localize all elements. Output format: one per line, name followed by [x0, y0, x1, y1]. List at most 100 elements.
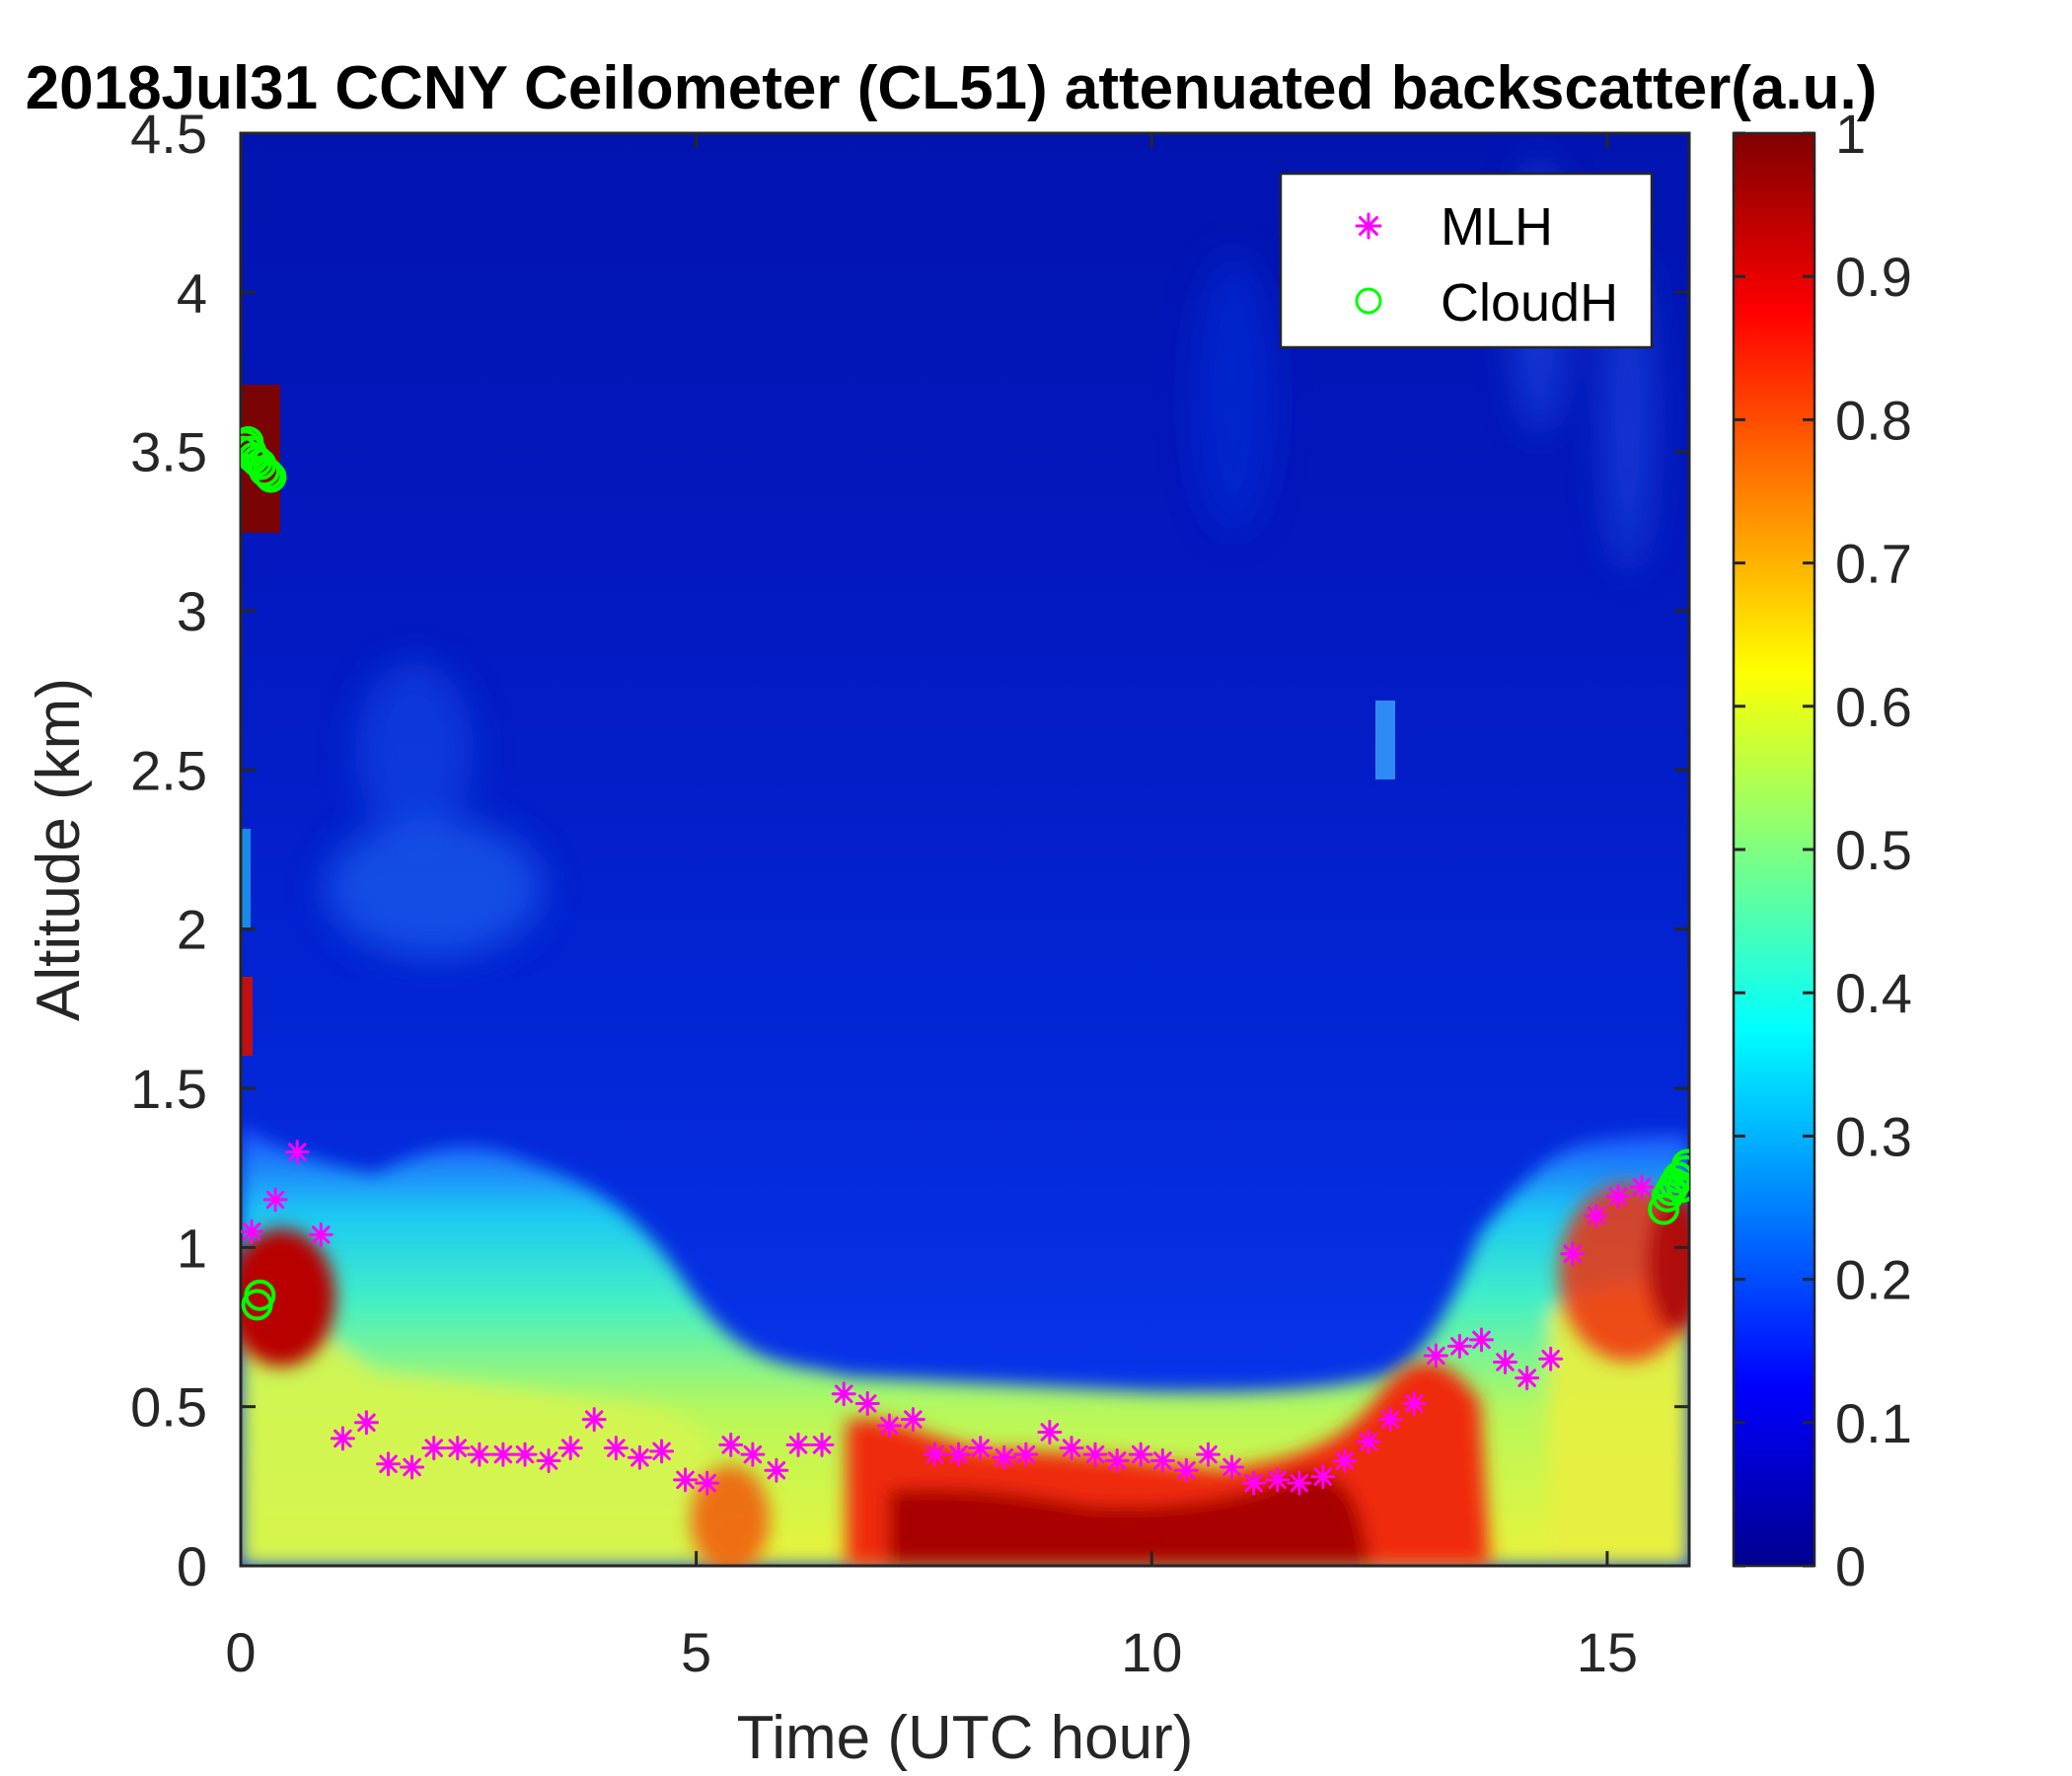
legend-cloudh-marker: [1355, 287, 1382, 315]
cloudh-point: [1648, 1193, 1680, 1225]
mlh-point: [1538, 1346, 1564, 1371]
cloudh-point: [1671, 1148, 1689, 1181]
y-tick-label: 1.5: [130, 1058, 207, 1120]
legend-mlh-label: MLH: [1441, 197, 1553, 257]
mlh-series: [241, 1140, 1655, 1496]
y-tick-label: 2: [177, 899, 207, 961]
colorbar-tick-label: 0.2: [1835, 1249, 1912, 1311]
mlh-point: [376, 1451, 402, 1477]
mlh-point: [673, 1467, 699, 1493]
mlh-point: [400, 1454, 425, 1480]
mlh-point: [1515, 1366, 1540, 1391]
mlh-point: [992, 1444, 1017, 1470]
mlh-point: [467, 1442, 492, 1467]
mlh-point: [1173, 1457, 1199, 1483]
mlh-point: [1265, 1467, 1291, 1493]
mlh-point: [353, 1410, 379, 1436]
cloudh-point: [255, 461, 287, 493]
cloudh-point: [249, 455, 281, 487]
x-axis-ticks: 0 5 10 15: [225, 133, 1638, 1683]
mlh-point: [1013, 1442, 1039, 1467]
mlh-point: [785, 1432, 811, 1457]
mlh-point: [445, 1436, 471, 1461]
colorbar-tick-label: 0: [1835, 1535, 1866, 1597]
mlh-point: [330, 1426, 355, 1451]
mlh-point: [1356, 1429, 1381, 1454]
mlh-point: [1584, 1203, 1609, 1228]
mlh-point: [1377, 1407, 1403, 1433]
mlh-point: [1629, 1174, 1655, 1200]
x-tick-label: 5: [681, 1621, 711, 1683]
mlh-point: [490, 1442, 516, 1467]
mlh-point: [262, 1187, 288, 1213]
mlh-point: [854, 1390, 880, 1416]
legend-box: [1279, 172, 1654, 349]
mlh-point: [740, 1442, 766, 1467]
colorbar-tick-label: 0.7: [1835, 533, 1912, 595]
colorbar-ticks: 0 0.1 0.2 0.3 0.4 0.5 0.6 0.7 0.8 0.9 1: [1734, 103, 1912, 1597]
y-tick-label: 1: [177, 1217, 207, 1279]
mlh-point: [718, 1432, 744, 1457]
mlh-point: [1560, 1241, 1586, 1267]
mlh-point: [1104, 1448, 1130, 1474]
y-tick-label: 0.5: [130, 1376, 207, 1439]
mlh-point: [1196, 1442, 1221, 1467]
plot-area: [241, 133, 1689, 1566]
mlh-point: [1332, 1448, 1358, 1474]
mlh-point: [1605, 1184, 1631, 1210]
mlh-point: [627, 1444, 652, 1470]
mlh-point: [1401, 1390, 1427, 1416]
mlh-point: [1310, 1464, 1336, 1490]
mlh-point: [831, 1381, 856, 1407]
mlh-point: [695, 1470, 720, 1496]
colorbar-tick-label: 0.5: [1835, 819, 1912, 881]
y-tick-label: 2.5: [130, 739, 207, 801]
cloudh-point: [1665, 1171, 1689, 1204]
x-tick-label: 0: [225, 1621, 256, 1683]
y-tick-label: 3.5: [130, 421, 207, 483]
mlh-point: [1149, 1448, 1175, 1474]
mlh-point: [1082, 1442, 1108, 1467]
colorbar-tick-label: 0.1: [1835, 1392, 1912, 1454]
legend: MLH CloudH: [1279, 172, 1654, 349]
cloudh-point: [1669, 1154, 1689, 1187]
cloudh-series: [241, 425, 1689, 1321]
colorbar-tick-label: 0.4: [1835, 962, 1912, 1024]
mlh-point: [581, 1407, 607, 1433]
legend-cloudh-label: CloudH: [1441, 273, 1618, 333]
mlh-point: [536, 1448, 561, 1474]
colorbar-tick-label: 0.3: [1835, 1105, 1912, 1167]
mlh-point: [1241, 1470, 1267, 1496]
y-tick-label: 4.5: [130, 103, 207, 165]
mlh-point: [421, 1436, 447, 1461]
mlh-point: [1220, 1454, 1245, 1480]
y-tick-label: 0: [177, 1535, 207, 1597]
colorbar-tick-label: 1: [1835, 103, 1866, 165]
y-axis-ticks: 0 0.5 1 1.5 2 2.5 3 3.5 4 4.5: [130, 103, 1689, 1597]
x-tick-label: 10: [1121, 1621, 1182, 1683]
x-tick-label: 15: [1577, 1621, 1638, 1683]
cloudh-point: [244, 1279, 276, 1311]
mlh-point: [1446, 1333, 1472, 1359]
mlh-point: [876, 1413, 902, 1439]
mlh-point: [557, 1436, 583, 1461]
mlh-point: [308, 1221, 333, 1247]
y-tick-label: 4: [177, 261, 207, 324]
heatmap-small-patch: [1375, 701, 1395, 779]
mlh-point: [923, 1442, 948, 1467]
mlh-point: [1423, 1343, 1448, 1369]
mlh-point: [1468, 1327, 1494, 1353]
mlh-point: [649, 1439, 675, 1464]
mlh-point: [968, 1436, 994, 1461]
mlh-point: [284, 1140, 310, 1165]
colorbar-tick-label: 0.6: [1835, 676, 1912, 738]
mlh-point: [1492, 1349, 1517, 1374]
mlh-point: [946, 1442, 972, 1467]
legend-mlh-asterisk: [1355, 212, 1382, 240]
heatmap-strong-backscatter: [241, 1184, 1689, 1566]
chart-title: 2018Jul31 CCNY Ceilometer (CL51) attenua…: [26, 54, 1878, 122]
mlh-point: [241, 1219, 264, 1244]
mlh-point: [512, 1442, 538, 1467]
cloudh-point: [252, 458, 284, 490]
